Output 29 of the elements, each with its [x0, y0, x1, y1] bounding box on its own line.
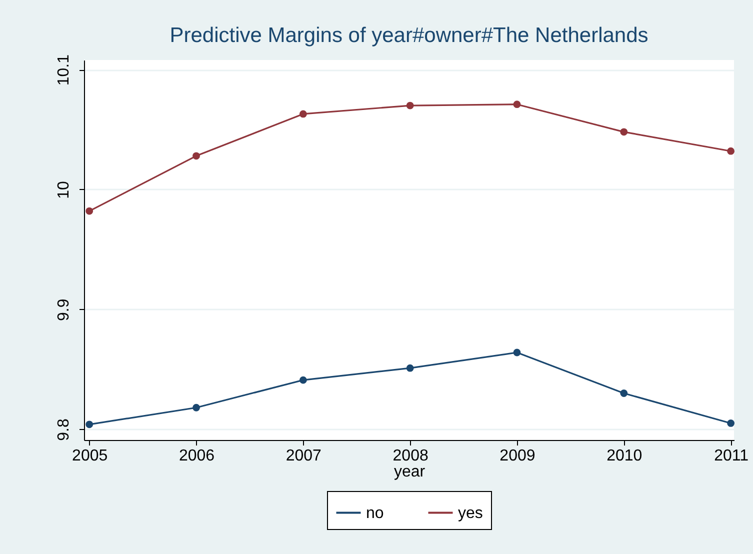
point	[299, 376, 307, 384]
point	[406, 364, 414, 372]
x-tick-label: 2011	[714, 448, 749, 464]
x-axis-title: year	[394, 464, 426, 480]
point	[513, 100, 521, 108]
point	[299, 110, 307, 118]
x-tick-label: 2007	[286, 448, 322, 464]
x-tick-label: 2009	[500, 448, 536, 464]
x-tick-label: 2010	[606, 448, 642, 464]
legend-label: yes	[458, 504, 483, 522]
x-tick-label: 2006	[178, 448, 215, 464]
point	[727, 420, 734, 427]
y-tick-label: 10.1	[56, 54, 72, 86]
point	[513, 348, 521, 356]
chart-title: Predictive Margins of year#owner#The Netherlands	[170, 24, 648, 48]
x-tick-label: 2008	[392, 448, 428, 464]
point	[192, 404, 200, 412]
legend-label: no	[366, 504, 384, 522]
point	[727, 147, 734, 155]
point	[620, 390, 628, 397]
point	[86, 207, 94, 215]
y-tick-label: 10	[56, 180, 72, 199]
x-tick-label: 2005	[72, 448, 108, 464]
y-tick-label: 9.8	[56, 418, 72, 441]
point	[620, 128, 628, 136]
point	[406, 102, 414, 110]
point	[86, 420, 94, 428]
point	[192, 152, 200, 160]
y-tick-label: 9.9	[56, 298, 72, 321]
